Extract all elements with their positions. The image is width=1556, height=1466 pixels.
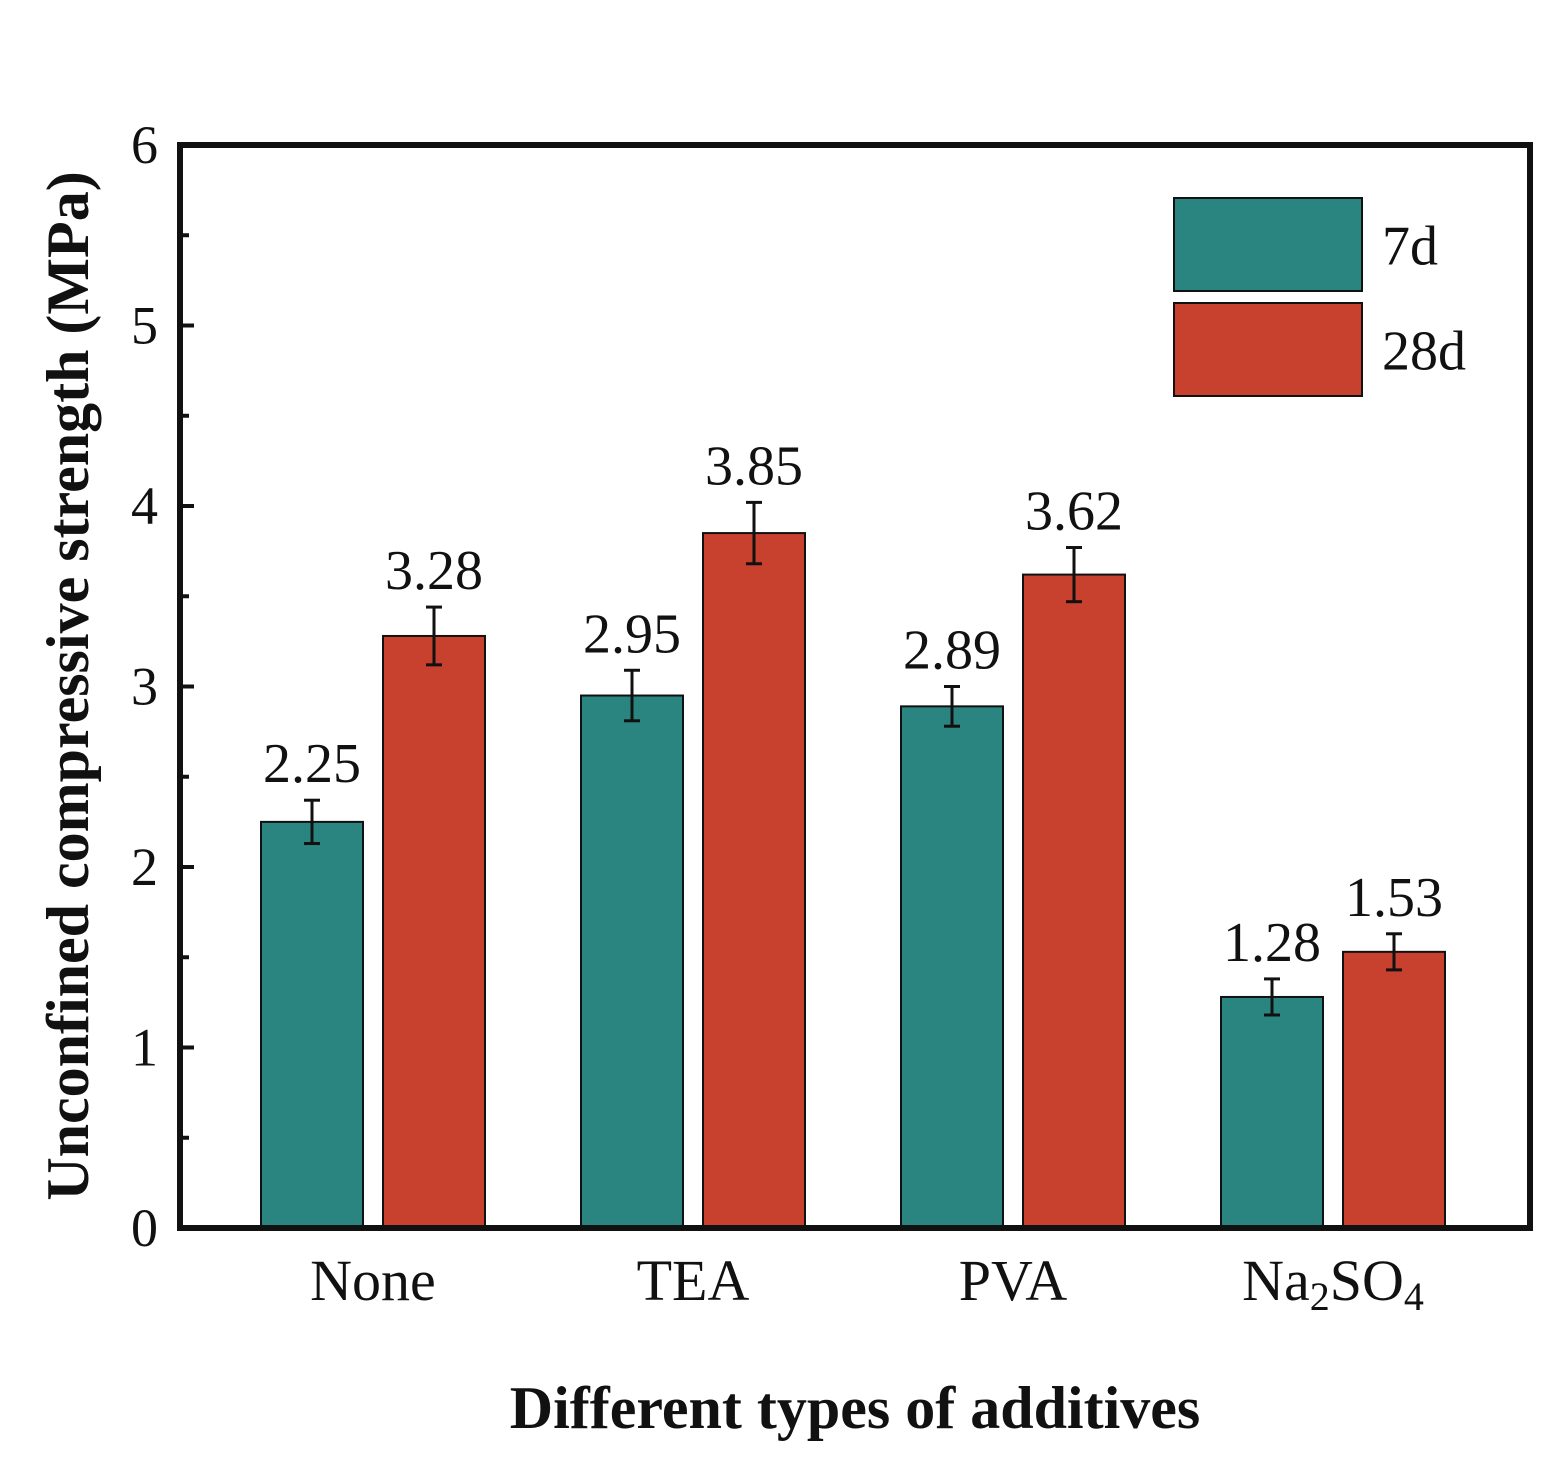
legend-label-28d: 28d [1382,321,1466,383]
y-tick-label: 4 [131,476,158,536]
bar-7d-Na2SO4 [1220,995,1324,1230]
label-part: Na [1242,1248,1310,1313]
legend-swatch-7d [1173,197,1363,292]
value-label: 3.85 [705,435,803,497]
x-axis: None TEA PVA Na2SO4 [310,1248,1424,1319]
bar-7d-TEA [580,694,684,1229]
y-axis-title: Unconfined compressive strength (MPa) [35,171,101,1200]
legend-label-7d: 7d [1382,216,1438,278]
bars-layer [260,532,1446,1230]
label-part: None [310,1248,436,1313]
x-category-label: TEA [637,1248,750,1313]
bar-28d-TEA [702,532,806,1229]
x-category-label: None [310,1248,436,1313]
bar-28d-None [382,634,486,1229]
value-label: 2.95 [583,603,681,665]
bar-28d-Na2SO4 [1342,950,1446,1230]
value-label: 1.53 [1345,867,1443,929]
error-bars-layer [304,500,1402,1017]
value-label: 2.89 [903,620,1001,682]
legend-swatch-28d [1173,302,1363,397]
label-part: PVA [959,1248,1068,1313]
y-tick-label: 1 [131,1018,158,1078]
y-tick-label: 6 [131,115,158,175]
x-category-label: Na2SO4 [1242,1248,1424,1319]
y-tick-label: 5 [131,296,158,356]
value-label: 2.25 [263,733,361,795]
label-part: SO [1330,1248,1404,1313]
bar-7d-PVA [900,705,1004,1229]
bar-28d-PVA [1022,573,1126,1229]
value-label: 1.28 [1223,912,1321,974]
x-axis-title: Different types of additives [510,1375,1200,1441]
bar-7d-None [260,820,364,1229]
subscript: 2 [1310,1274,1330,1319]
y-tick-label: 0 [131,1198,158,1258]
y-tick-label: 2 [131,837,158,897]
y-axis: 0 1 2 3 4 5 6 [131,115,194,1258]
value-labels-layer: 2.25 2.95 2.89 1.28 3.28 3.85 3.62 1.53 [263,435,1443,974]
value-label: 3.28 [385,540,483,602]
legend: 7d 28d [1173,197,1466,397]
label-part: TEA [637,1248,750,1313]
value-label: 3.62 [1025,481,1123,543]
y-tick-label: 3 [131,657,158,717]
subscript: 4 [1404,1274,1424,1319]
x-category-label: PVA [959,1248,1068,1313]
